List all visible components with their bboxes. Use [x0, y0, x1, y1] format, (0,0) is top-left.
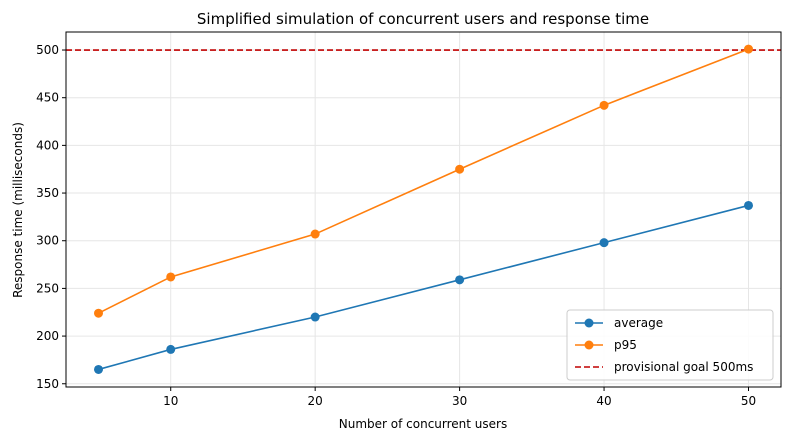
x-tick-label: 30 [452, 394, 467, 408]
series-average [94, 200, 753, 374]
legend-label: p95 [614, 338, 637, 352]
average-point [455, 275, 465, 285]
x-axis-ticks: 10 20 30 40 50 [163, 387, 756, 408]
x-tick-label: 10 [163, 394, 178, 408]
y-tick-label: 150 [36, 377, 59, 391]
x-tick-label: 20 [308, 394, 323, 408]
y-tick-label: 450 [36, 91, 59, 105]
chart-title: Simplified simulation of concurrent user… [197, 10, 649, 28]
legend-marker [584, 340, 594, 350]
p95-point [599, 100, 609, 110]
y-axis-ticks: 150 200 250 300 350 400 450 500 [36, 43, 66, 391]
legend-label: average [614, 316, 663, 330]
average-point [599, 238, 609, 248]
legend-entry: provisional goal 500ms [575, 360, 753, 374]
legend-entry: p95 [575, 338, 637, 352]
y-tick-label: 350 [36, 186, 59, 200]
y-tick-label: 400 [36, 138, 59, 152]
average-point [744, 200, 753, 210]
y-tick-label: 500 [36, 43, 59, 57]
p95-line [98, 48, 749, 314]
p95-point [94, 308, 103, 318]
y-tick-label: 300 [36, 234, 59, 248]
p95-point [166, 272, 176, 282]
series-group [94, 44, 753, 374]
x-tick-label: 40 [596, 394, 611, 408]
p95-point [455, 164, 465, 174]
average-point [94, 364, 103, 374]
y-axis-label: Response time (milliseconds) [11, 122, 25, 298]
y-tick-label: 200 [36, 329, 59, 343]
legend-label: provisional goal 500ms [614, 360, 753, 374]
p95-point [310, 229, 320, 239]
x-tick-label: 50 [741, 394, 756, 408]
series-p95 [94, 44, 753, 318]
x-axis-label: Number of concurrent users [339, 417, 507, 431]
p95-point [744, 44, 753, 54]
y-tick-label: 250 [36, 281, 59, 295]
plot-frame [65, 31, 782, 388]
average-point [166, 344, 176, 354]
legend-entry: average [575, 316, 663, 330]
legend: average p95 provisional goal 500ms [566, 309, 774, 381]
average-line [98, 204, 749, 371]
average-point [310, 312, 320, 322]
legend-box [566, 309, 774, 381]
legend-marker [584, 318, 594, 328]
